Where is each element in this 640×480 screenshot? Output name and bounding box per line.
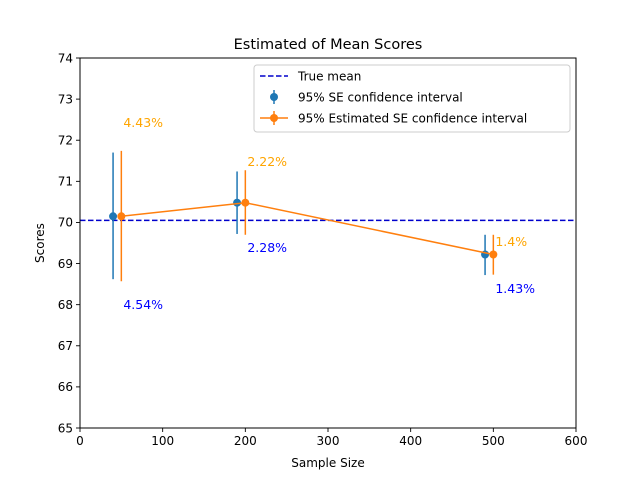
ci-width-label: 2.22% [247,154,287,169]
data-point [109,212,118,221]
data-point [241,198,250,207]
x-tick-label: 300 [317,434,340,448]
ci-width-label: 4.43% [123,115,163,130]
y-tick-label: 70 [58,216,73,230]
chart-title: Estimated of Mean Scores [234,37,423,53]
ci-width-label: 2.28% [247,240,287,255]
plot-area: 4.43% 2.22% 1.4% 4.54% 2.28% 1.43% [80,115,576,312]
x-tick-label: 0 [76,434,84,448]
y-tick-label: 73 [58,92,73,106]
x-tick-label: 600 [565,434,588,448]
y-tick-label: 69 [58,257,73,271]
legend-se-label: 95% SE confidence interval [298,91,463,105]
x-tick-label: 500 [482,434,505,448]
legend-box [253,64,571,133]
data-point [117,212,126,221]
x-tick-label: 100 [151,434,174,448]
y-tick-label: 65 [58,421,73,435]
y-tick-label: 72 [58,134,73,148]
legend: True mean 95% SE confidence interval 95%… [253,64,571,133]
legend-est-swatch-marker [270,114,278,122]
y-tick-label: 71 [58,175,73,189]
y-axis-label: Scores [33,223,47,263]
data-point [233,198,242,207]
x-tick-label: 400 [399,434,422,448]
ci-width-label: 1.4% [495,234,527,249]
series-estimated-se [117,150,498,282]
legend-true-mean-label: True mean [297,70,361,84]
legend-se-swatch-marker [270,93,278,101]
y-tick-label: 68 [58,298,73,312]
x-axis: 0 100 200 300 400 500 600 [76,428,587,448]
y-tick-label: 74 [58,51,73,65]
y-axis: 65 66 67 68 69 70 71 72 73 74 [58,51,80,435]
data-point [489,250,498,259]
x-tick-label: 200 [234,434,257,448]
ci-width-label: 1.43% [495,281,535,296]
y-tick-label: 67 [58,339,73,353]
x-axis-label: Sample Size [291,456,364,470]
ci-width-label: 4.54% [123,297,163,312]
y-tick-label: 66 [58,380,73,394]
legend-est-label: 95% Estimated SE confidence interval [298,112,527,126]
